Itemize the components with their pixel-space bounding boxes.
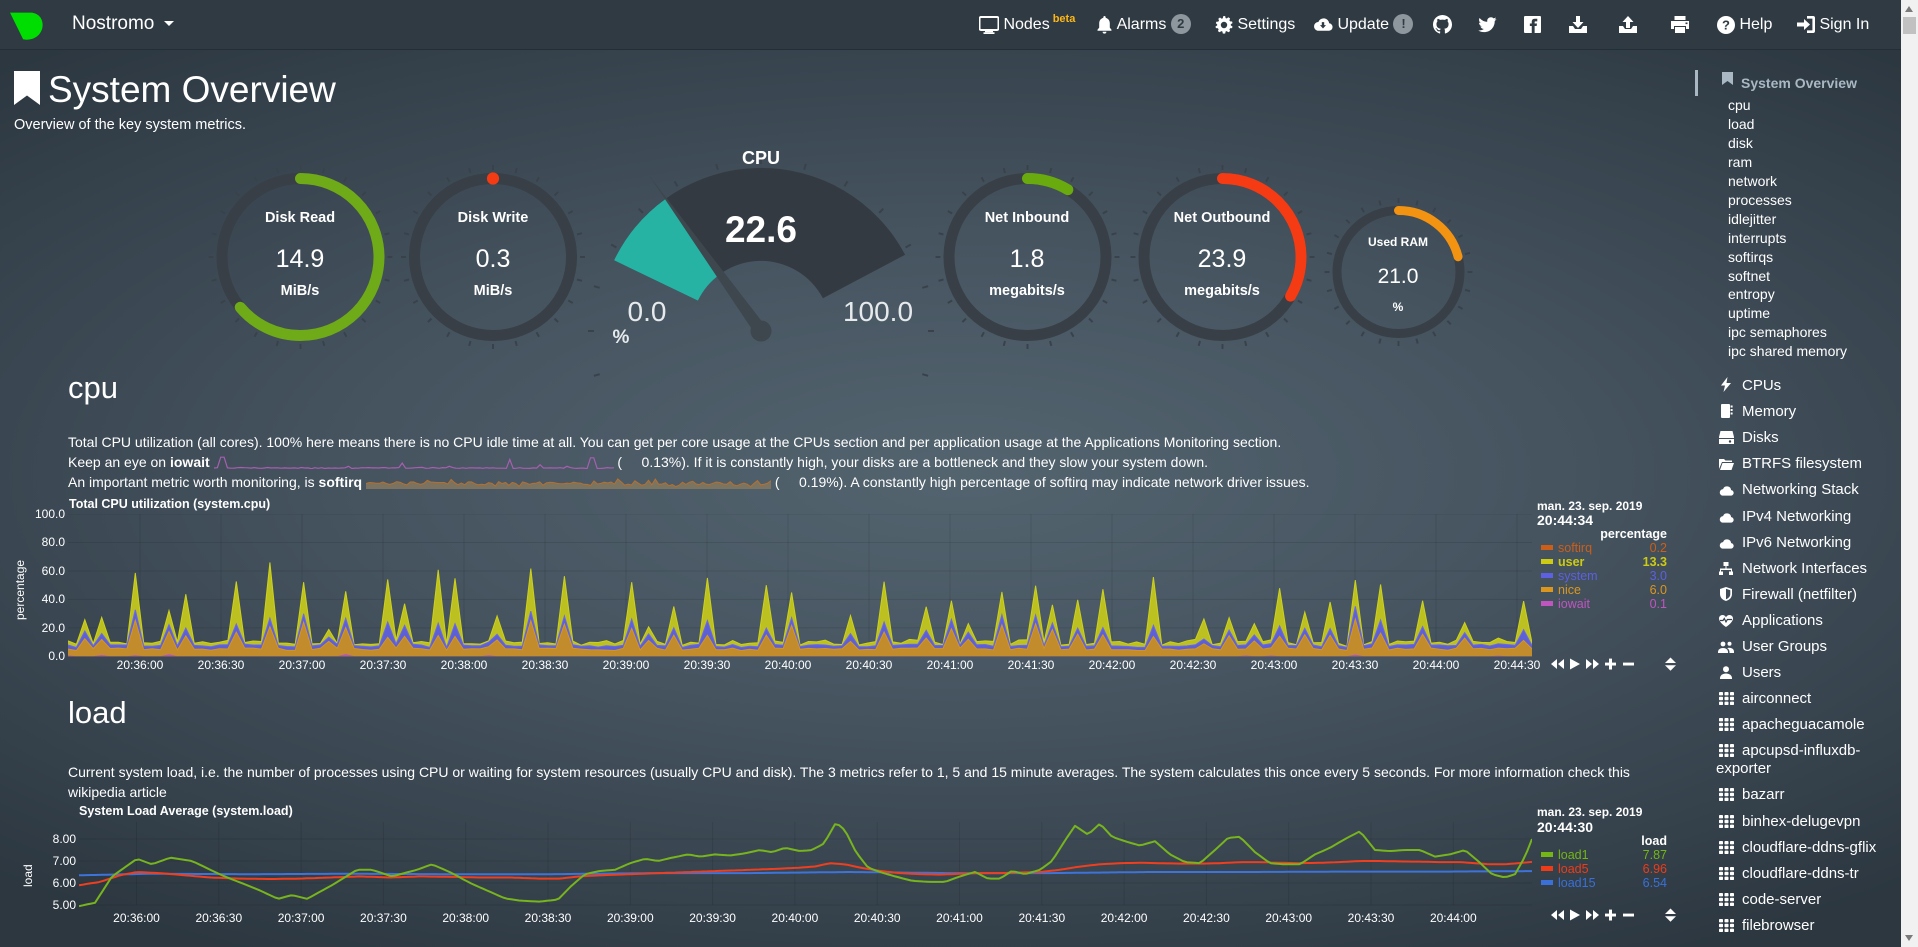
svg-text:?: ? — [1722, 17, 1730, 32]
